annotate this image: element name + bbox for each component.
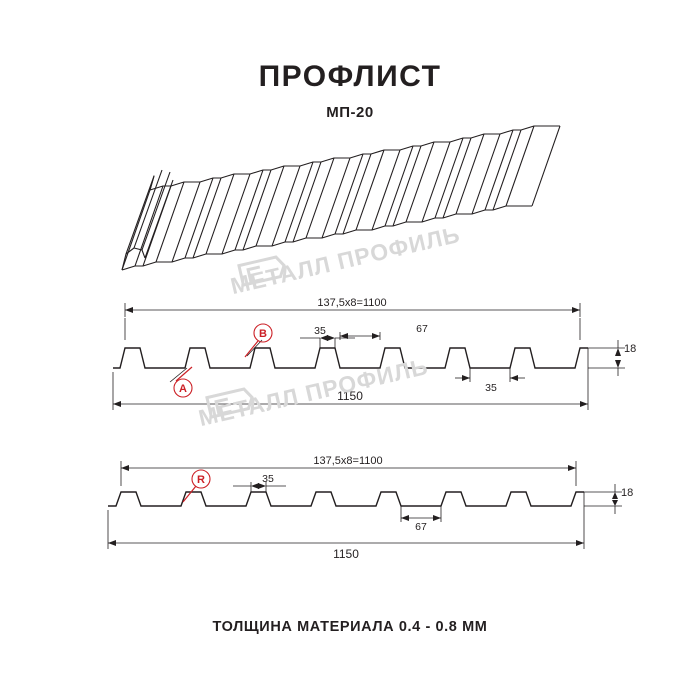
bottom-profile-section: [108, 491, 584, 507]
bottom-rib-label: 35: [262, 473, 274, 485]
marker-b-label: B: [259, 328, 267, 340]
top-pitch-label: 137,5х8=1100: [317, 297, 386, 309]
marker-r-label: R: [197, 474, 205, 486]
dimension-labels: 137,5х8=1100 1150 18 35 67 35 A B 137,5х…: [179, 297, 636, 561]
top-profile-section: [113, 347, 588, 369]
top-overall-label: 1150: [337, 389, 363, 403]
top-profile-dimensions: [112, 303, 625, 410]
material-thickness-note: ТОЛЩИНА МАТЕРИАЛА 0.4 - 0.8 ММ: [212, 619, 488, 635]
bottom-pitch-label: 137,5х8=1100: [313, 455, 382, 467]
bottom-height-label: 18: [621, 487, 633, 499]
page-title: ПРОФЛИСТ: [258, 60, 442, 93]
bottom-overall-label: 1150: [333, 547, 359, 561]
bottom-profile-dimensions: [107, 461, 622, 549]
top-flat-label: 67: [416, 323, 428, 335]
top-profile-leaders: [175, 340, 259, 382]
top-height-label: 18: [624, 343, 636, 355]
page-subtitle: МП-20: [326, 104, 374, 121]
bottom-flat-label: 67: [415, 521, 427, 533]
isometric-sheet: [121, 125, 561, 271]
top-rib-bottom-label: 35: [485, 382, 497, 394]
top-rib-label: 35: [314, 325, 326, 337]
bottom-profile-leader: [182, 469, 211, 503]
marker-a-label: A: [179, 383, 187, 395]
